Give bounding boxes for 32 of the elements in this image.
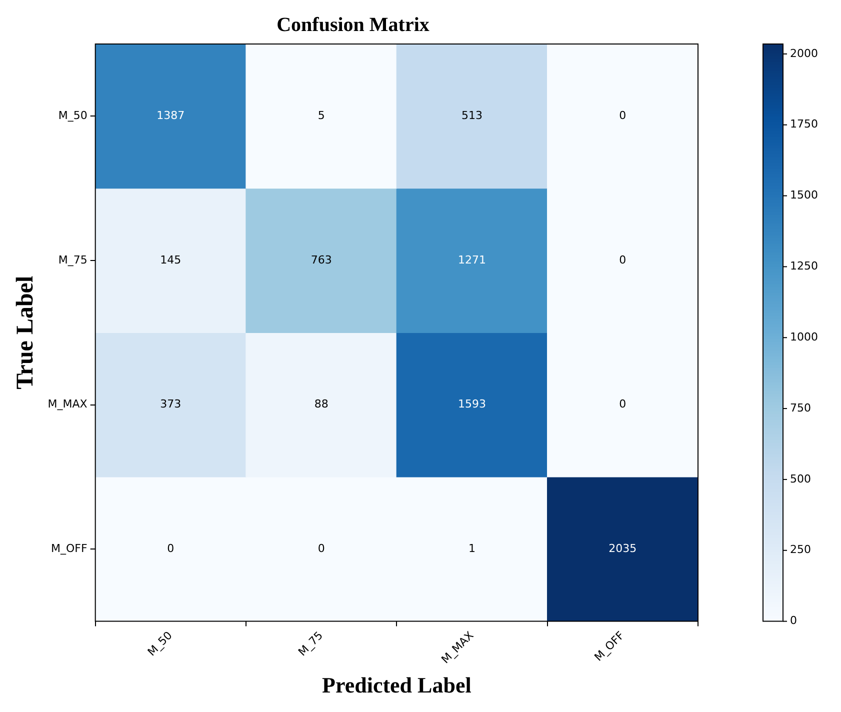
color-bar-label: 0 xyxy=(790,614,797,628)
data-label: 88 xyxy=(314,398,328,411)
color-bar-label: 1250 xyxy=(790,260,818,273)
y-tick-label: M_75 xyxy=(58,253,88,266)
y-tick-label: M_50 xyxy=(58,109,88,122)
data-label: 0 xyxy=(619,398,626,411)
y-tick-label: M_OFF xyxy=(51,542,88,555)
color-bar-label: 1000 xyxy=(790,330,818,344)
color-bar-label: 500 xyxy=(790,472,811,486)
color-bar-label: 750 xyxy=(790,401,811,414)
data-label: 763 xyxy=(310,253,332,266)
color-bar-label: 1750 xyxy=(790,118,818,131)
data-label: 145 xyxy=(160,253,182,266)
color-bar-label: 250 xyxy=(790,543,811,556)
data-label: 373 xyxy=(160,398,182,411)
data-label: 513 xyxy=(462,109,483,122)
data-label: 0 xyxy=(619,109,626,122)
data-label: 0 xyxy=(619,253,626,266)
color-bar-label: 2000 xyxy=(790,46,818,60)
chart-title: Confusion Matrix xyxy=(276,14,430,36)
data-label: 1387 xyxy=(156,109,185,122)
x-axis-title: Predicted Label xyxy=(322,672,472,698)
data-label: 5 xyxy=(318,109,325,122)
data-label: 1 xyxy=(468,542,476,555)
data-label: 1593 xyxy=(458,398,486,411)
y-tick-label: M_MAX xyxy=(48,398,88,411)
data-label: 0 xyxy=(167,542,174,555)
data-label: 2035 xyxy=(608,542,637,555)
data-label: 0 xyxy=(318,542,325,555)
color-bar-label: 1500 xyxy=(790,188,818,202)
data-label: 1271 xyxy=(458,253,486,266)
y-axis-title: True Label xyxy=(12,276,39,390)
